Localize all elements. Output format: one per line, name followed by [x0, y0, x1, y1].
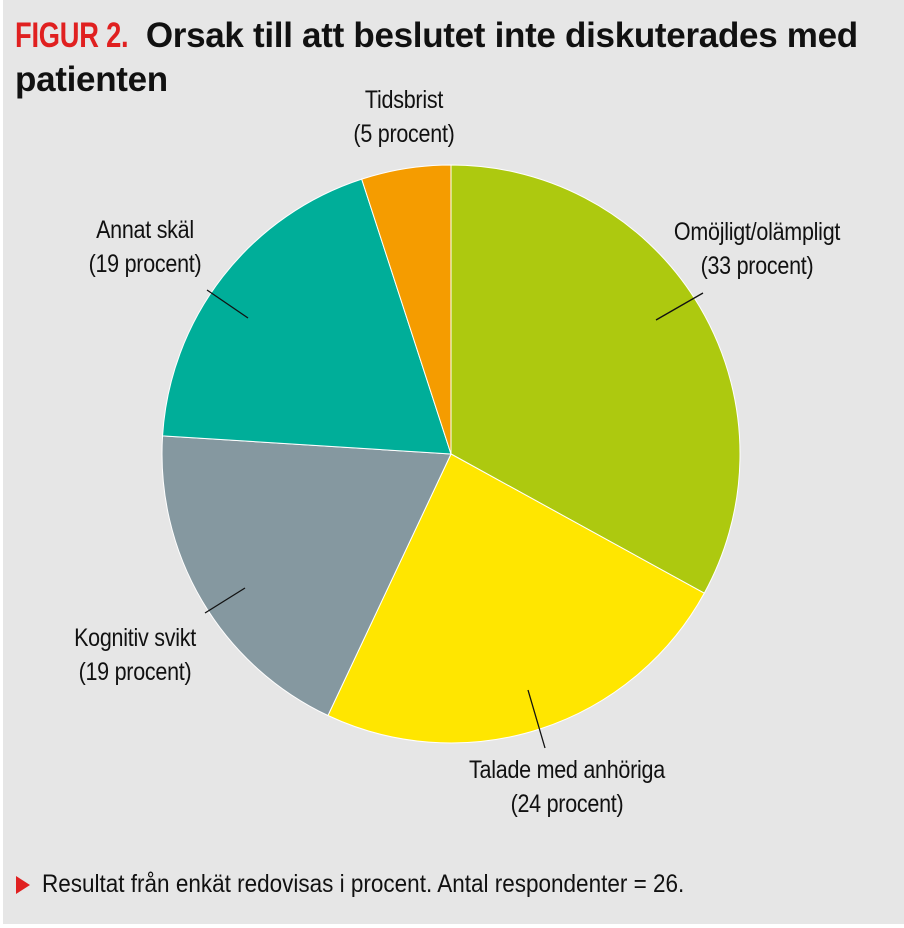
slice-label-value: (24 procent): [510, 790, 624, 818]
footnote-text: Resultat från enkät redovisas i procent.…: [42, 870, 685, 898]
slice-label-value: (33 procent): [700, 252, 814, 280]
slice-label-name: Omöjligt/olämpligt: [673, 218, 841, 246]
slice-label-name: Talade med anhöriga: [469, 756, 665, 784]
triangle-bullet-icon: [16, 876, 30, 895]
slice-label-tidsbrist: Tidsbrist (5 procent): [353, 83, 454, 151]
chart-title: FIGUR 2. Orsak till att beslutet inte di…: [15, 14, 885, 102]
slice-label-kognitiv: Kognitiv svikt (19 procent): [74, 621, 196, 689]
slice-label-value: (5 procent): [353, 120, 455, 148]
slice-label-annat: Annat skäl (19 procent): [89, 213, 202, 281]
leader-line-talade: [527, 689, 546, 749]
slice-label-value: (19 procent): [78, 658, 192, 686]
pie-slice-omöjligt-olämpligt: [450, 164, 741, 594]
pie-slice-annat-skäl: [162, 178, 452, 455]
slice-label-name: Kognitiv svikt: [74, 624, 196, 652]
footnote: Resultat från enkät redovisas i procent.…: [16, 870, 756, 899]
leader-line-kognitiv: [204, 587, 246, 614]
pie-slice-kognitiv-svikt: [161, 435, 452, 717]
pie-slice-tidsbrist: [361, 164, 452, 455]
slice-label-omojligt: Omöjligt/olämpligt (33 procent): [674, 215, 840, 283]
slice-label-value: (19 procent): [88, 250, 202, 278]
chart-title-text: Orsak till att beslutet inte diskuterade…: [15, 16, 858, 99]
leader-line-omojligt: [655, 292, 704, 321]
slice-label-name: Annat skäl: [96, 216, 194, 244]
leader-line-annat: [206, 289, 249, 319]
slice-label-talade: Talade med anhöriga (24 procent): [469, 753, 665, 821]
figure-number: FIGUR 2.: [15, 16, 129, 55]
slice-label-name: Tidsbrist: [364, 86, 444, 114]
pie-slice-talade-med-anhöriga: [327, 453, 705, 744]
